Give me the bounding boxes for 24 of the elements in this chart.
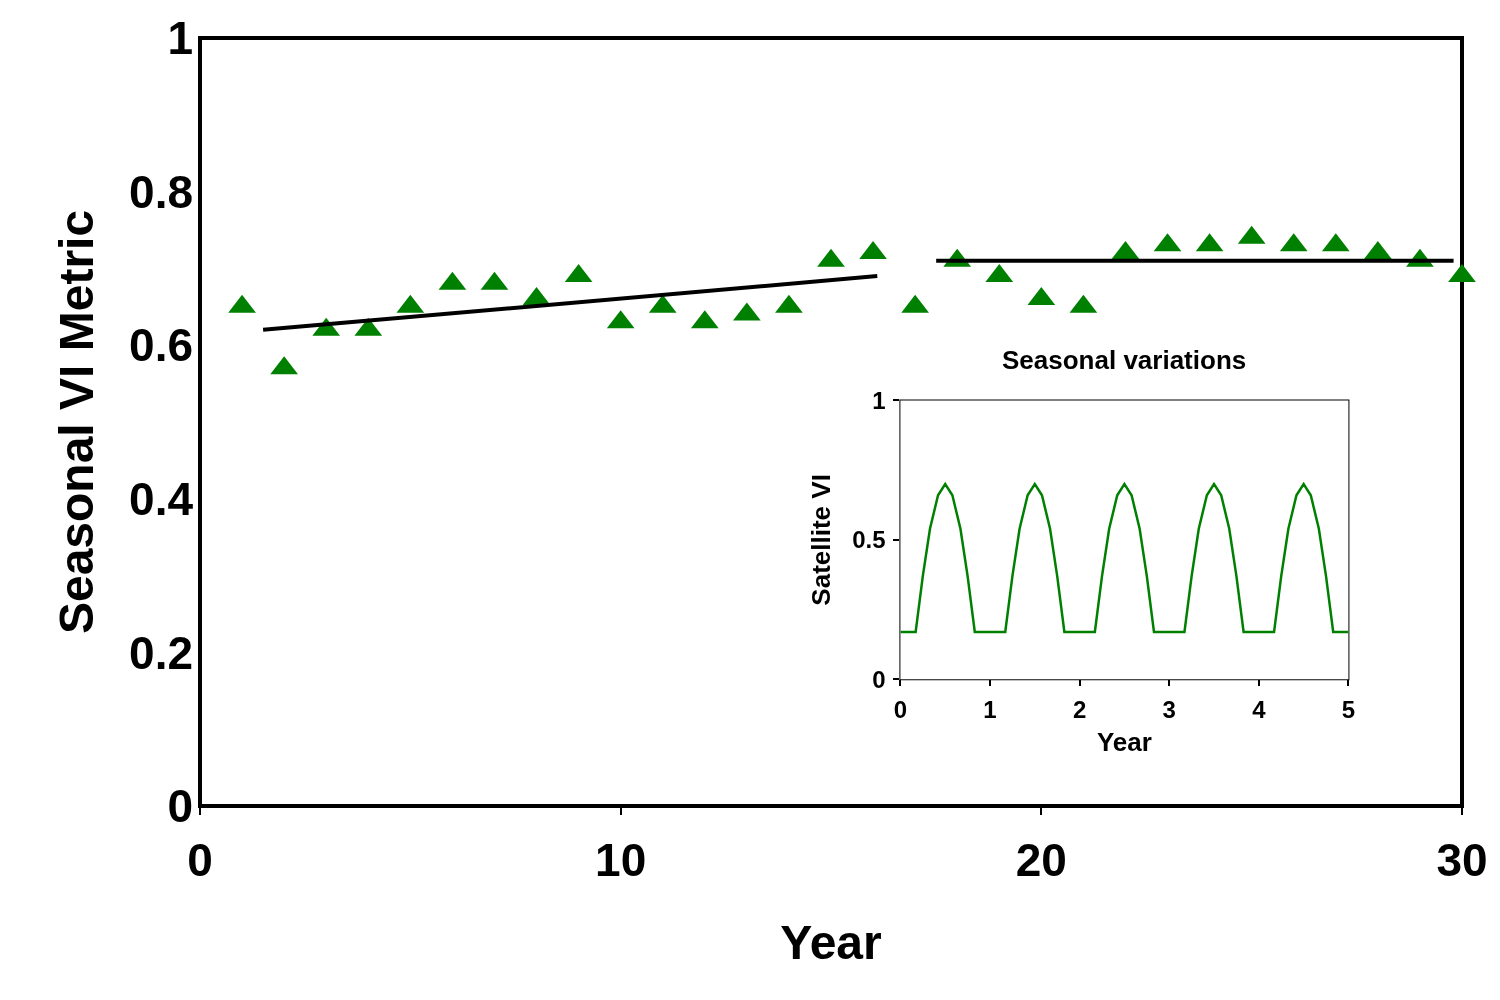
x-tick-label: 30 [1436,834,1488,887]
y-tick-label: 0.2 [129,626,193,679]
line-series [900,482,1349,634]
y-tick-label: 0.8 [129,165,193,218]
x-axis-title: Year [1096,726,1152,757]
y-tick-label: 0 [872,665,886,693]
x-axis-title: Year [780,916,882,970]
y-tick-label: 0.6 [129,319,193,372]
y-axis-title: Seasonal VI Metric [49,209,103,635]
y-tick-label: 0.5 [852,526,886,554]
chart-title: Seasonal variations [1002,345,1247,375]
x-tick-label: 0 [893,696,908,724]
y-tick-label: 0 [167,780,193,833]
x-tick-label: 10 [595,834,647,887]
x-tick-label: 3 [1162,696,1176,724]
x-tick-label: 20 [1015,834,1067,887]
x-tick-label: 2 [1072,696,1087,724]
y-tick-label: 0.4 [129,472,194,525]
y-tick-label: 1 [872,386,886,414]
x-tick-label: 1 [983,696,997,724]
x-tick-label: 4 [1252,696,1267,724]
x-tick-label: 5 [1341,696,1356,724]
y-tick-label: 1 [167,12,193,65]
y-axis-title: Satellite VI [805,474,836,606]
